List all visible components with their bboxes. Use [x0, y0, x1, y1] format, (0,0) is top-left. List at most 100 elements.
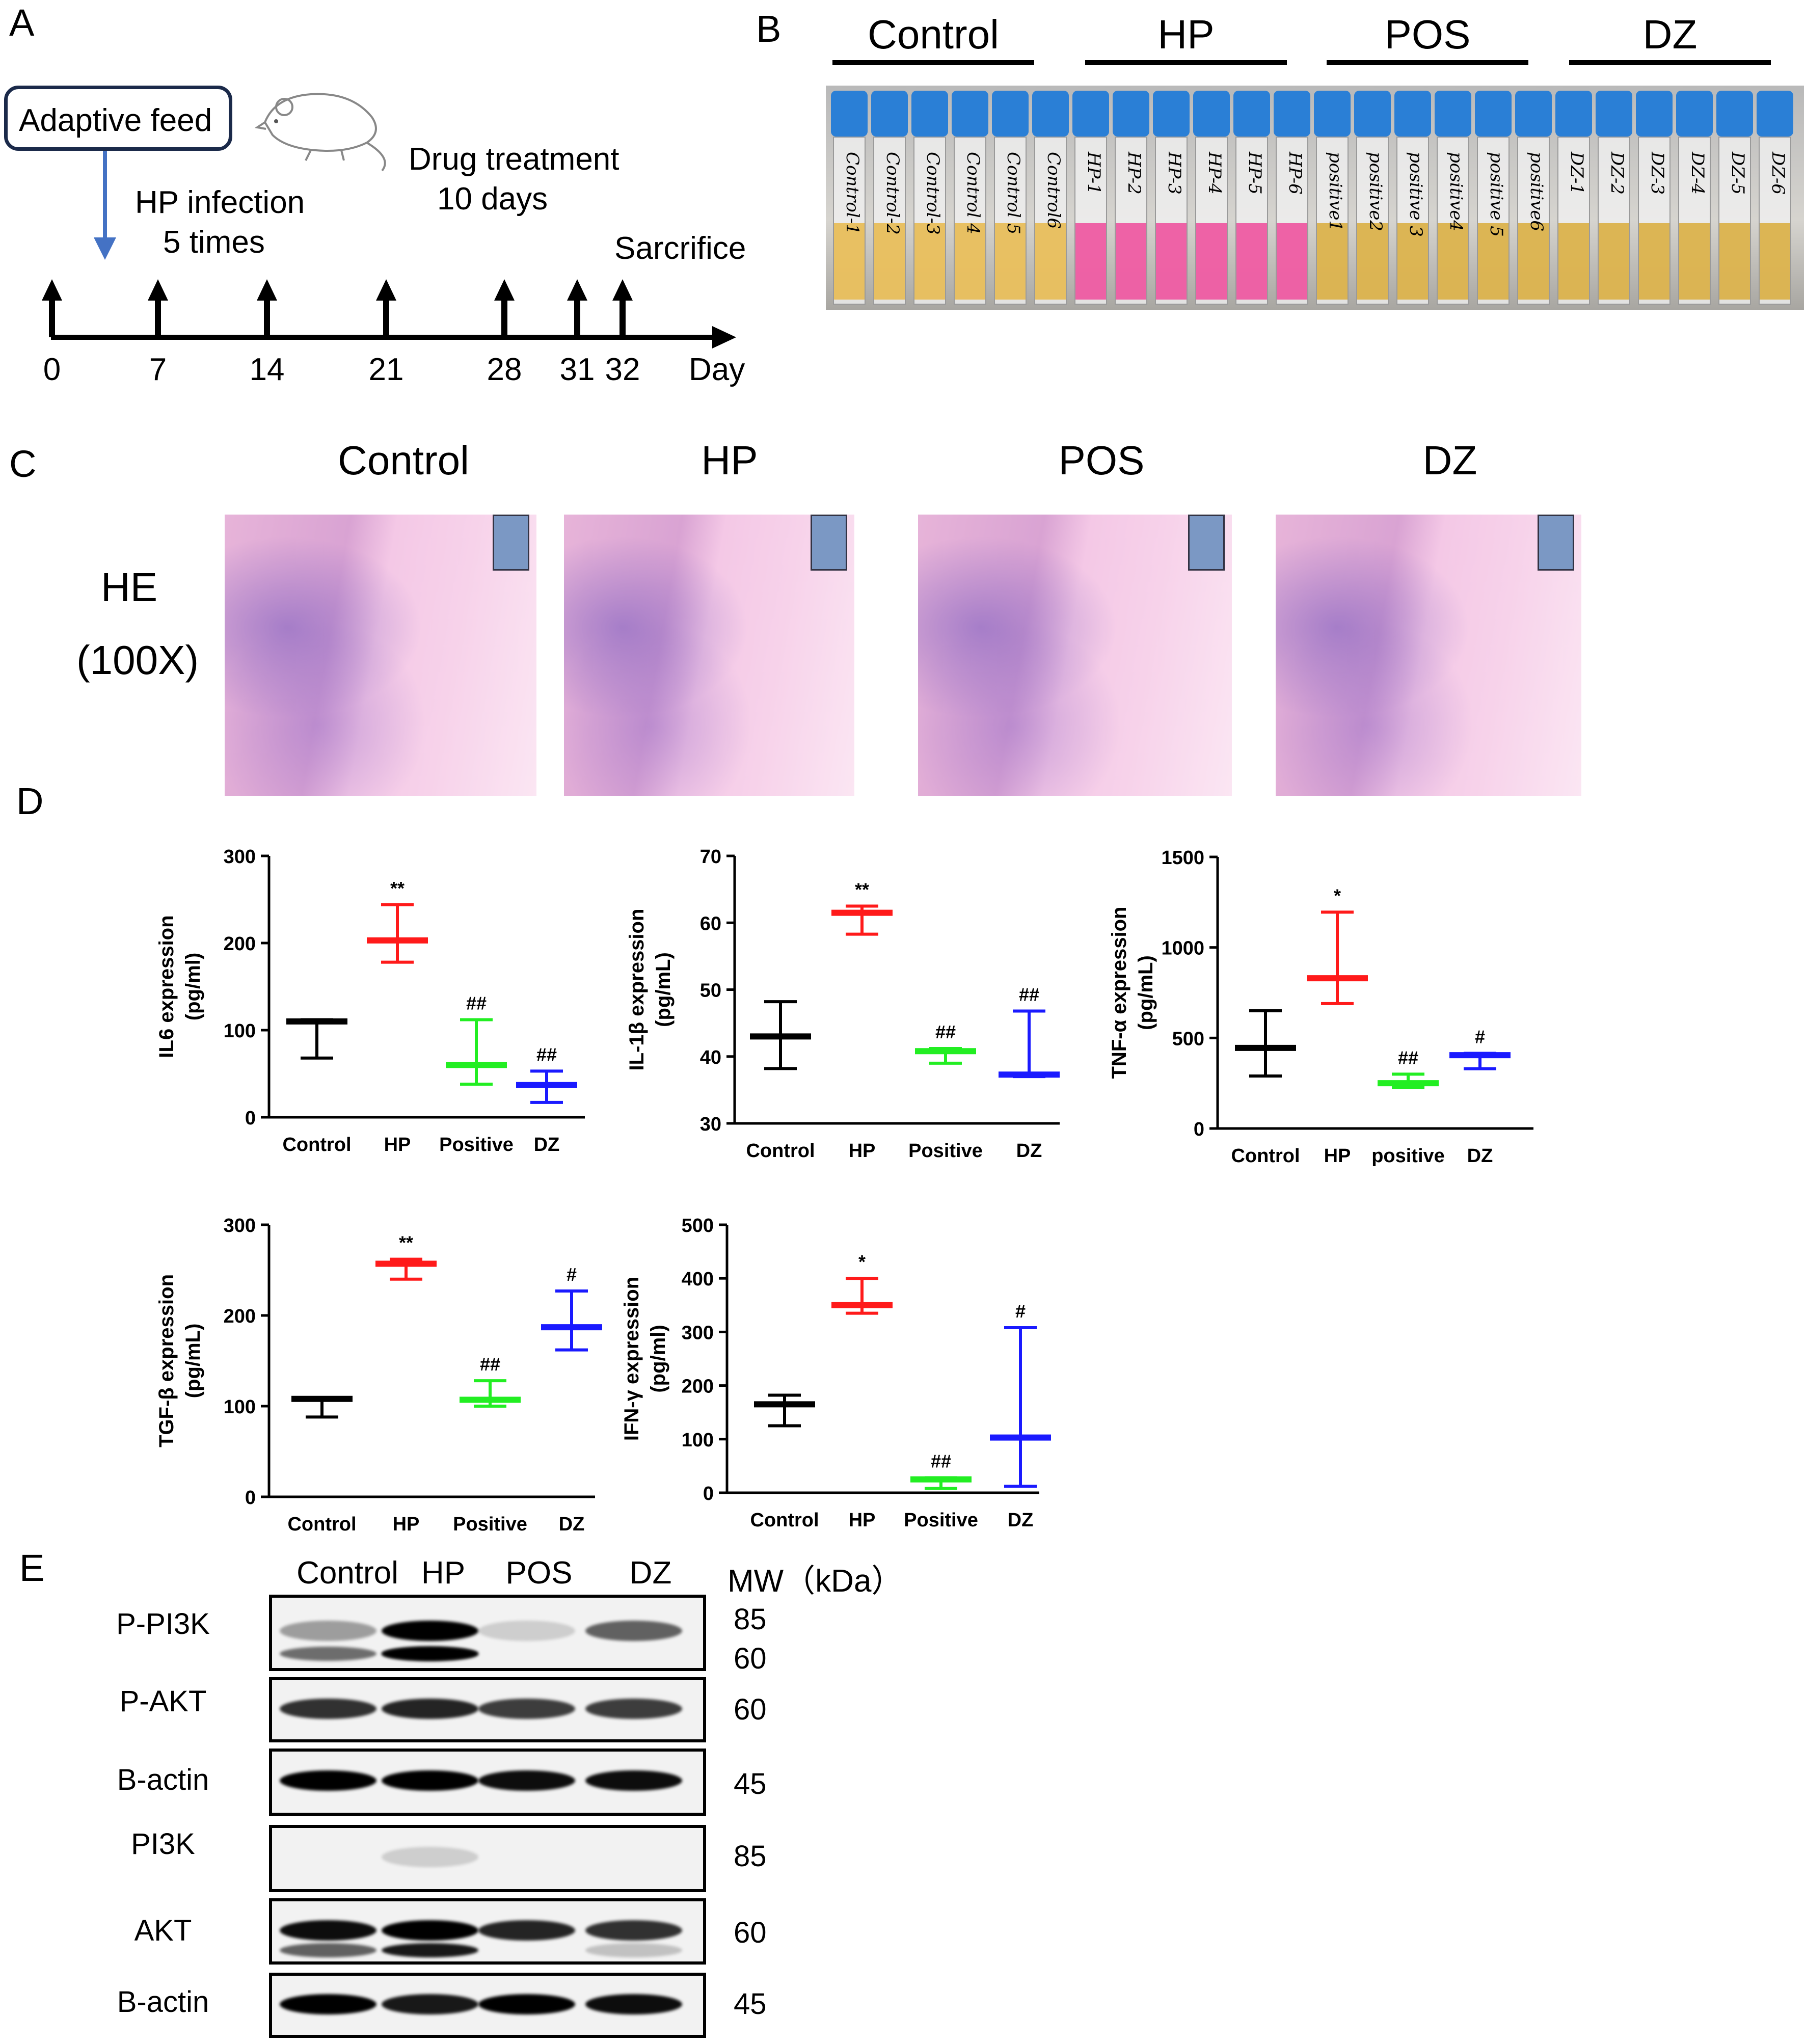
tube-liquid	[914, 223, 945, 300]
he-stain-label: HE	[101, 564, 158, 610]
y-tick-label: 100	[682, 1430, 714, 1451]
timeline-arrowhead	[612, 279, 633, 301]
tube-cap	[1515, 91, 1552, 137]
blot-band	[280, 1943, 376, 1957]
blot-band	[585, 1698, 682, 1719]
panel-c-letter: C	[9, 443, 37, 485]
tube-liquid	[1438, 223, 1468, 300]
x-tick-label: HP	[849, 1140, 876, 1162]
tube-cap	[1274, 91, 1310, 137]
timeline-tick-label: 0	[43, 352, 61, 387]
y-tick-label: 300	[224, 846, 256, 868]
significance-label: ##	[1019, 984, 1039, 1005]
significance-label: ##	[480, 1354, 500, 1375]
timeline-tick-label: 31	[559, 352, 595, 387]
panel-b-letter: B	[756, 8, 782, 50]
y-tick-label: 0	[245, 1487, 256, 1509]
significance-label: #	[567, 1264, 577, 1285]
x-tick-label: DZ	[1016, 1140, 1042, 1162]
timeline-tick-label: 32	[605, 352, 640, 387]
tube-cap	[1153, 91, 1190, 137]
blot-band	[585, 1943, 682, 1957]
significance-label: #	[1475, 1027, 1485, 1047]
y-tick-label: 0	[703, 1483, 714, 1504]
significance-label: #	[1015, 1301, 1026, 1322]
he-image	[225, 515, 536, 796]
timeline-arrowhead	[148, 279, 168, 301]
x-tick-label: Control	[750, 1510, 819, 1531]
sacrifice-label: Sarcrifice	[614, 231, 746, 266]
blot-band	[382, 1847, 478, 1868]
tube-cap	[1475, 91, 1512, 137]
timeline-arrowhead	[494, 279, 515, 301]
blot-label: P-PI3K	[116, 1607, 210, 1640]
panel-e-letter: E	[19, 1547, 45, 1589]
mw-marker: 85	[734, 1603, 767, 1636]
he-image	[564, 515, 854, 796]
x-tick-label: positive	[1371, 1145, 1445, 1167]
timeline-tick-label: 21	[368, 352, 404, 387]
he-slide-label	[811, 515, 847, 571]
tube-liquid	[834, 223, 865, 300]
blot-band	[478, 1920, 575, 1941]
tube-liquid	[1116, 223, 1146, 300]
x-tick-label: DZ	[559, 1514, 585, 1535]
tube-group-bar	[832, 60, 1034, 65]
tube-cap	[911, 91, 948, 137]
blot-band	[280, 1994, 376, 2014]
blot-image	[269, 1825, 706, 1892]
timeline-arrowhead	[376, 279, 396, 301]
blot-band	[280, 1770, 376, 1791]
y-tick-label: 0	[1194, 1119, 1204, 1140]
tube-cap	[1596, 91, 1632, 137]
he-image	[918, 515, 1232, 796]
lane-label: POS	[505, 1555, 573, 1591]
y-tick-label: 500	[1172, 1028, 1204, 1050]
blot-band	[382, 1994, 478, 2014]
blot-band	[585, 1920, 682, 1941]
blot-label: P-AKT	[119, 1685, 207, 1718]
tube-cap	[1233, 91, 1270, 137]
y-tick-label: 50	[700, 980, 721, 1002]
blot-band	[478, 1621, 575, 1641]
day-axis-label: Day	[689, 352, 745, 387]
lane-label: DZ	[629, 1555, 672, 1591]
tube-cap	[1716, 91, 1753, 137]
blot-band	[382, 1943, 478, 1957]
tube-liquid	[1196, 223, 1227, 300]
he-slide-label	[1188, 515, 1225, 571]
tube-cap	[1757, 91, 1793, 137]
mw-header: MW（kDa）	[728, 1564, 903, 1599]
tube-liquid	[1156, 223, 1187, 300]
tube-liquid	[1357, 223, 1388, 300]
blot-band	[382, 1698, 478, 1719]
tube-group-bar	[1569, 60, 1771, 65]
blot-label: AKT	[134, 1914, 192, 1947]
timeline-arrowhead	[42, 279, 62, 301]
he-magnification-label: (100X)	[76, 637, 199, 683]
blot-band	[478, 1770, 575, 1791]
x-tick-label: HP	[384, 1134, 411, 1155]
tube-cap	[992, 91, 1029, 137]
blot-band	[382, 1647, 478, 1661]
significance-label: ##	[536, 1044, 557, 1065]
blot-label: B-actin	[117, 1763, 209, 1796]
y-tick-label: 60	[700, 913, 721, 934]
blot-band	[382, 1920, 478, 1941]
significance-label: ##	[466, 992, 487, 1013]
x-tick-label: HP	[393, 1514, 420, 1535]
x-tick-label: DZ	[1008, 1510, 1034, 1531]
significance-label: ##	[1398, 1047, 1418, 1068]
tube-group-label: Control	[868, 12, 999, 57]
tube-cap	[1435, 91, 1471, 137]
drug-days-label: 10 days	[437, 181, 548, 217]
lane-label: HP	[421, 1555, 466, 1591]
x-tick-label: Positive	[439, 1134, 514, 1155]
mw-marker: 45	[734, 1987, 767, 2021]
mouse-icon	[254, 93, 386, 172]
blot-band	[478, 1994, 575, 2014]
mw-marker: 60	[734, 1916, 767, 1949]
mw-marker: 60	[734, 1642, 767, 1675]
y-axis-label: IL-1β expression	[626, 909, 648, 1071]
